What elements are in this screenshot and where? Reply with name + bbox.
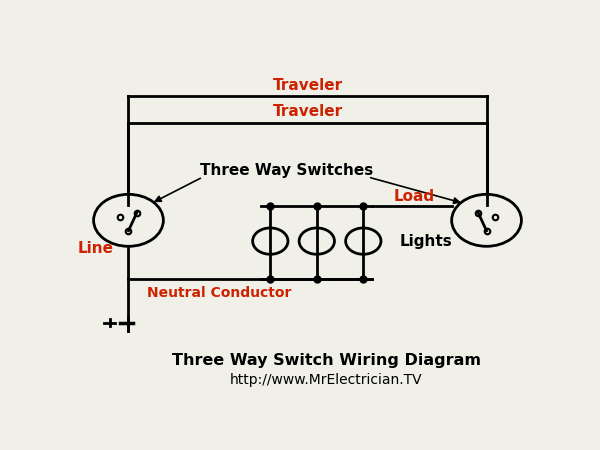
Text: Traveler: Traveler bbox=[272, 78, 343, 93]
Text: Neutral Conductor: Neutral Conductor bbox=[147, 286, 292, 300]
Text: Load: Load bbox=[394, 189, 435, 203]
Text: Line: Line bbox=[78, 241, 114, 256]
Text: http://www.MrElectrician.TV: http://www.MrElectrician.TV bbox=[230, 373, 422, 387]
Text: Lights: Lights bbox=[400, 234, 452, 248]
Text: Three Way Switches: Three Way Switches bbox=[200, 162, 373, 178]
Text: Traveler: Traveler bbox=[272, 104, 343, 119]
Text: Three Way Switch Wiring Diagram: Three Way Switch Wiring Diagram bbox=[172, 353, 481, 368]
